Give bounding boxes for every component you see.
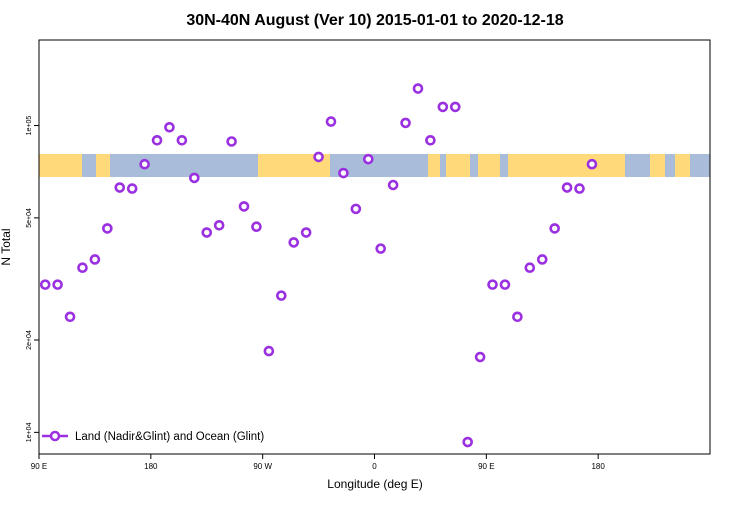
data-point — [375, 243, 387, 254]
data-point — [189, 172, 200, 184]
y-tick-label: 1e+04 — [26, 422, 33, 442]
data-point — [387, 179, 399, 191]
chart-title: 30N-40N August (Ver 10) 2015-01-01 to 20… — [186, 12, 563, 29]
data-point — [400, 117, 411, 129]
data-point — [549, 223, 560, 234]
x-tick-label: 180 — [144, 462, 158, 471]
data-points — [39, 83, 598, 448]
legend-label: Land (Nadir&Glint) and Ocean (Glint) — [75, 431, 264, 443]
plot-frame — [38, 39, 711, 455]
data-point — [102, 223, 113, 234]
map-land — [508, 154, 625, 177]
data-point — [176, 135, 188, 146]
data-point — [64, 311, 76, 323]
y-axis-label: N Total — [0, 228, 13, 265]
data-point — [226, 136, 237, 147]
map-land — [258, 154, 330, 177]
data-point — [77, 262, 88, 274]
data-point — [437, 101, 449, 113]
data-point — [39, 279, 51, 290]
x-tick-label: 180 — [591, 462, 605, 471]
legend: Land (Nadir&Glint) and Ocean (Glint) — [42, 430, 264, 443]
data-point — [151, 135, 163, 146]
data-point — [139, 158, 150, 170]
data-point — [449, 101, 461, 113]
x-axis-label: Longitude (deg E) — [327, 477, 422, 491]
data-point — [586, 158, 598, 170]
data-point — [412, 83, 424, 94]
data-point — [52, 279, 63, 290]
data-point — [512, 311, 523, 323]
data-point — [313, 151, 324, 163]
data-point — [474, 351, 486, 363]
data-point — [350, 203, 362, 215]
map-land — [428, 154, 440, 177]
data-point — [425, 135, 436, 146]
data-point — [499, 279, 511, 290]
data-point — [164, 121, 175, 133]
world-map-band — [39, 154, 710, 177]
map-land — [675, 154, 690, 177]
map-land — [446, 154, 470, 177]
data-point — [300, 227, 312, 238]
y-tick-label: 5e+04 — [26, 208, 33, 228]
data-point — [462, 436, 473, 448]
data-point — [338, 167, 349, 179]
data-point — [238, 201, 250, 212]
x-tick-label: 90 E — [478, 462, 494, 471]
data-point — [263, 345, 275, 357]
data-point — [114, 182, 126, 193]
data-point — [201, 227, 213, 238]
data-point — [213, 219, 225, 231]
data-point — [276, 290, 287, 301]
data-point — [574, 183, 585, 194]
data-point — [561, 182, 573, 193]
data-point — [251, 221, 262, 233]
data-point — [536, 254, 548, 265]
legend-marker — [49, 430, 61, 442]
data-point — [362, 153, 374, 165]
map-land — [650, 154, 665, 177]
data-point — [288, 237, 300, 248]
y-tick-label: 2e+04 — [26, 330, 33, 350]
y-tick-label: 1e+05 — [26, 116, 33, 136]
x-tick-label: 90 W — [253, 462, 272, 471]
map-land — [478, 154, 500, 177]
data-point — [126, 183, 138, 194]
x-tick-label: 90 E — [31, 462, 47, 471]
map-land — [39, 154, 82, 177]
x-axis: 90 E 180 90 W 0 90 E 180 — [31, 454, 605, 471]
data-point — [487, 279, 498, 290]
data-point — [325, 116, 337, 127]
x-tick-label: 0 — [372, 462, 377, 471]
data-point — [524, 262, 536, 274]
data-point — [89, 254, 101, 265]
y-axis: 1e+04 2e+04 5e+04 1e+05 — [26, 116, 39, 442]
map-land — [96, 154, 110, 177]
